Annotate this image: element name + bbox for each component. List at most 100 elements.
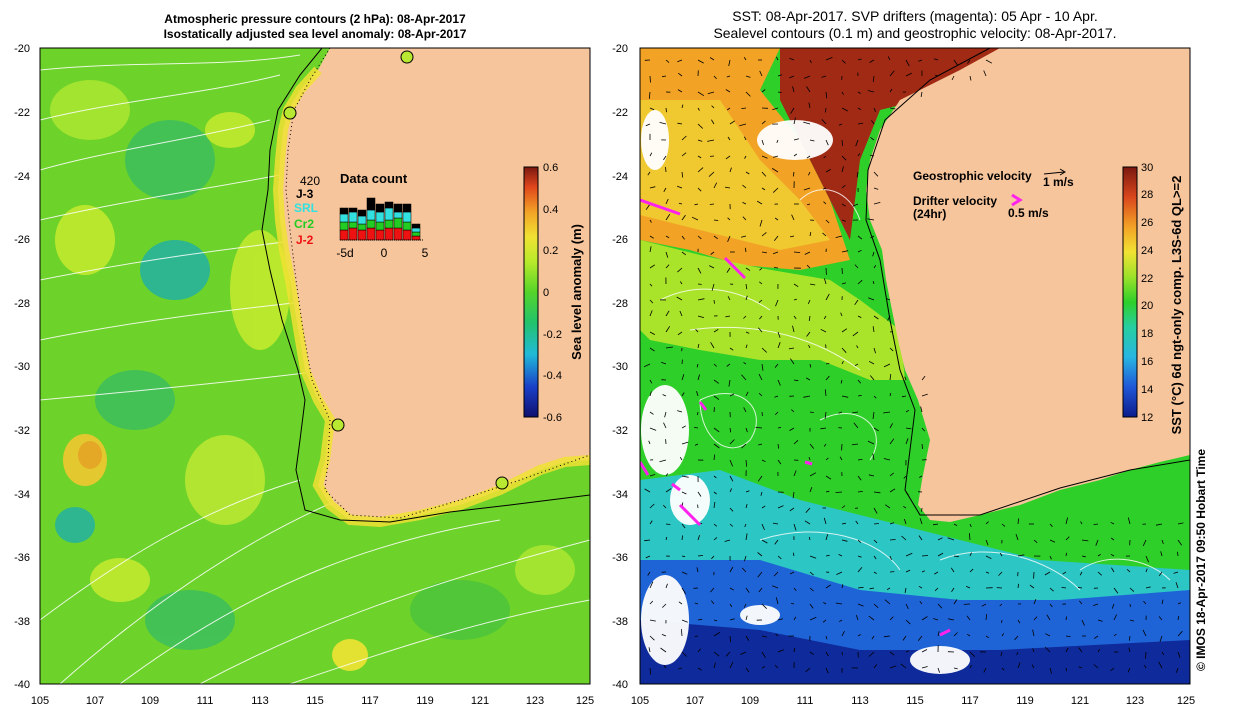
velocity-arrow — [1142, 629, 1147, 637]
velocity-arrow — [1176, 667, 1179, 673]
velocity-arrow — [841, 91, 844, 95]
velocity-arrow — [947, 537, 955, 541]
velocity-arrow — [761, 459, 766, 463]
velocity-arrow — [1014, 635, 1019, 641]
velocity-arrow — [1113, 614, 1118, 621]
velocity-arrow — [649, 347, 655, 352]
velocity-arrow — [710, 600, 715, 605]
velocity-arrow — [857, 459, 863, 461]
velocity-arrow — [727, 296, 731, 301]
velocity-arrow — [644, 488, 651, 493]
velocity-arrow — [825, 475, 832, 480]
velocity-arrow — [724, 539, 731, 542]
left-lon-axis: 105 107 109 111 113 115 117 119 121 123 … — [31, 695, 594, 707]
velocity-arrow — [792, 491, 795, 499]
velocity-arrow — [665, 59, 670, 63]
velocity-arrow — [857, 315, 862, 318]
velocity-arrow — [729, 459, 733, 467]
velocity-arrow — [835, 235, 843, 238]
left-map — [40, 48, 590, 684]
velocity-arrow — [729, 566, 734, 573]
velocity-arrow — [665, 107, 667, 113]
velocity-arrow — [841, 166, 844, 173]
velocity-arrow — [649, 411, 654, 415]
velocity-arrow — [1016, 651, 1019, 656]
velocity-arrow — [807, 299, 811, 305]
velocity-arrow — [1097, 571, 1102, 576]
data-count-bar-segment — [366, 227, 376, 241]
velocity-arrow — [1158, 571, 1163, 577]
velocity-arrow — [873, 347, 876, 354]
velocity-arrow — [809, 651, 815, 655]
velocity-arrow — [809, 139, 815, 142]
velocity-arrow — [739, 123, 747, 127]
velocity-arrow — [761, 155, 768, 159]
data-count-bar-segment — [357, 229, 367, 241]
velocity-arrow — [744, 523, 747, 528]
velocity-arrow — [1177, 539, 1183, 546]
velocity-arrow — [934, 587, 939, 592]
velocity-arrow — [729, 603, 733, 608]
data-count-max: 420 — [300, 174, 320, 188]
velocity-arrow — [711, 555, 715, 560]
data-count-bar-segment — [339, 221, 349, 231]
velocity-arrow — [645, 555, 651, 559]
velocity-arrow — [1065, 647, 1069, 653]
velocity-arrow — [905, 409, 910, 413]
velocity-arrow — [873, 555, 877, 560]
velocity-arrow — [1032, 648, 1035, 653]
velocity-arrow — [921, 555, 929, 557]
left-lat-tick: -20 — [14, 43, 30, 55]
drifter-track — [640, 461, 650, 476]
velocity-arrow — [726, 75, 731, 78]
velocity-arrow — [790, 235, 795, 238]
velocity-arrow — [806, 155, 811, 159]
velocity-arrow — [872, 411, 875, 419]
velocity-arrow — [707, 91, 715, 95]
velocity-arrow — [873, 571, 877, 574]
velocity-arrow — [852, 203, 859, 207]
velocity-arrow — [809, 587, 814, 592]
velocity-arrow — [761, 139, 764, 146]
velocity-arrow — [921, 666, 928, 669]
velocity-arrow — [696, 390, 699, 397]
velocity-arrow — [725, 89, 731, 93]
velocity-arrow — [809, 603, 814, 609]
velocity-arrow — [743, 56, 747, 61]
velocity-arrow — [998, 571, 1003, 576]
imos-credit: © IMOS 18-Apr-2017 09:50 Hobart Time — [1194, 449, 1208, 671]
velocity-arrow — [823, 155, 827, 159]
velocity-arrow — [1097, 619, 1103, 622]
velocity-arrow — [889, 70, 895, 77]
velocity-arrow — [771, 168, 779, 173]
velocity-arrow — [857, 58, 862, 61]
velocity-arrow — [681, 425, 687, 429]
velocity-arrow — [745, 295, 748, 301]
velocity-arrow — [841, 219, 846, 222]
velocity-arrow — [873, 107, 876, 113]
velocity-arrow — [758, 443, 763, 446]
velocity-arrow — [713, 182, 718, 189]
velocity-arrow — [745, 91, 751, 97]
velocity-arrow — [761, 120, 766, 125]
velocity-arrow — [905, 427, 912, 430]
velocity-arrow — [713, 328, 719, 333]
velocity-arrow — [745, 459, 747, 467]
velocity-arrow — [713, 523, 718, 527]
velocity-arrow — [742, 216, 747, 221]
velocity-arrow — [697, 667, 702, 671]
left-title-line1: Atmospheric pressure contours (2 hPa): 0… — [164, 12, 466, 26]
velocity-arrow — [743, 603, 747, 608]
velocity-arrow — [873, 507, 878, 514]
velocity-arrow — [1001, 633, 1005, 637]
velocity-arrow — [857, 566, 863, 573]
velocity-arrow — [836, 571, 843, 575]
velocity-arrow — [791, 214, 795, 221]
velocity-arrow — [793, 587, 797, 592]
velocity-arrow — [823, 201, 827, 205]
right-lat-tick: -36 — [612, 552, 628, 564]
velocity-arrow — [729, 427, 732, 433]
velocity-arrow — [696, 567, 699, 573]
velocity-arrow — [694, 443, 699, 446]
velocity-arrow — [643, 363, 651, 368]
